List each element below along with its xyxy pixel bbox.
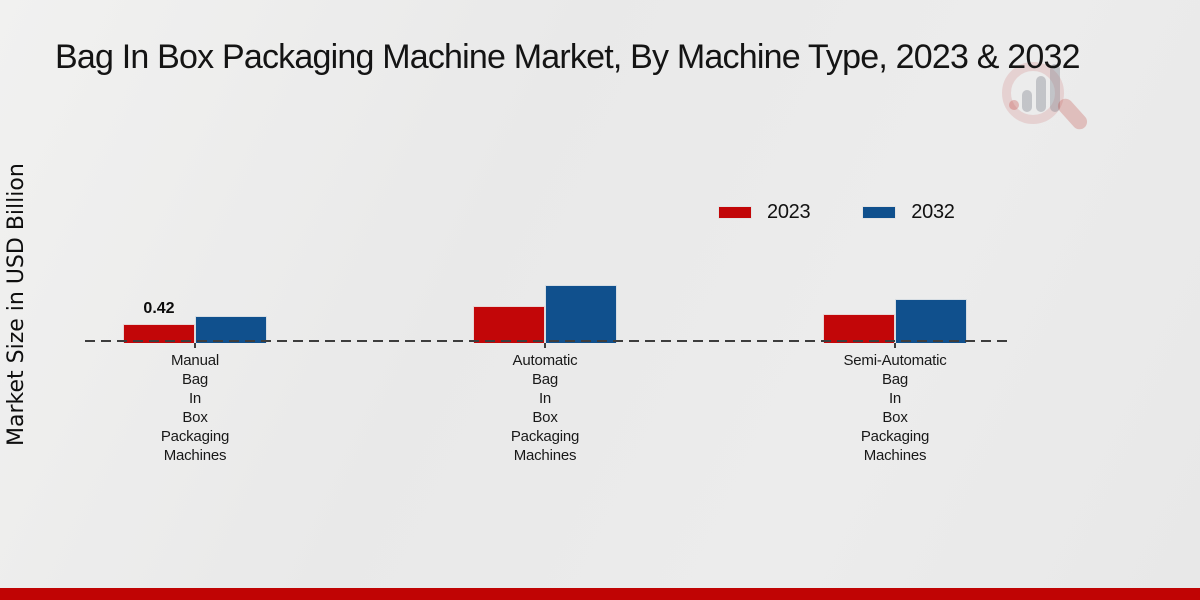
footer-accent-strip	[0, 588, 1200, 600]
chart-title: Bag In Box Packaging Machine Market, By …	[55, 38, 1080, 76]
legend-swatch-icon	[862, 206, 897, 219]
logo-ring	[1002, 62, 1064, 124]
x-axis-category-label: Manual Bag In Box Packaging Machines	[160, 352, 230, 464]
x-axis-tick	[194, 343, 196, 348]
logo-bar-tall	[1050, 64, 1060, 112]
logo-handle	[1054, 95, 1091, 133]
x-axis-tick	[544, 343, 546, 348]
legend-item-2032: 2032	[862, 201, 955, 224]
legend-label: 2023	[767, 201, 811, 223]
bar-2023-group-1	[473, 306, 545, 343]
x-axis-category-label: Automatic Bag In Box Packaging Machines	[510, 352, 580, 464]
legend: 2023 2032	[718, 201, 955, 224]
plot-area: 0.42 Manual Bag In Box Packaging Machines…	[85, 0, 1008, 464]
x-axis-tick	[894, 343, 896, 348]
logo-bar-medium	[1036, 76, 1046, 112]
y-axis-label: Market Size in USD Billion	[4, 163, 29, 447]
magnifier-bar-chart-logo-icon	[1002, 56, 1091, 134]
logo-bar-small	[1022, 90, 1032, 112]
bar-2032-group-2	[895, 299, 967, 343]
bar-2023-group-2	[823, 314, 895, 343]
bar-2032-group-0	[195, 316, 267, 343]
legend-item-2023: 2023	[718, 201, 811, 224]
logo-dot	[1009, 100, 1019, 110]
x-axis-category-label: Semi-Automatic Bag In Box Packaging Mach…	[843, 352, 947, 464]
bar-2023-group-0	[123, 324, 195, 343]
x-axis-baseline	[85, 340, 1008, 342]
bar-value-label: 0.42	[143, 300, 175, 317]
bar-2032-group-1	[545, 285, 617, 343]
legend-label: 2032	[911, 201, 955, 223]
legend-swatch-icon	[718, 206, 752, 219]
